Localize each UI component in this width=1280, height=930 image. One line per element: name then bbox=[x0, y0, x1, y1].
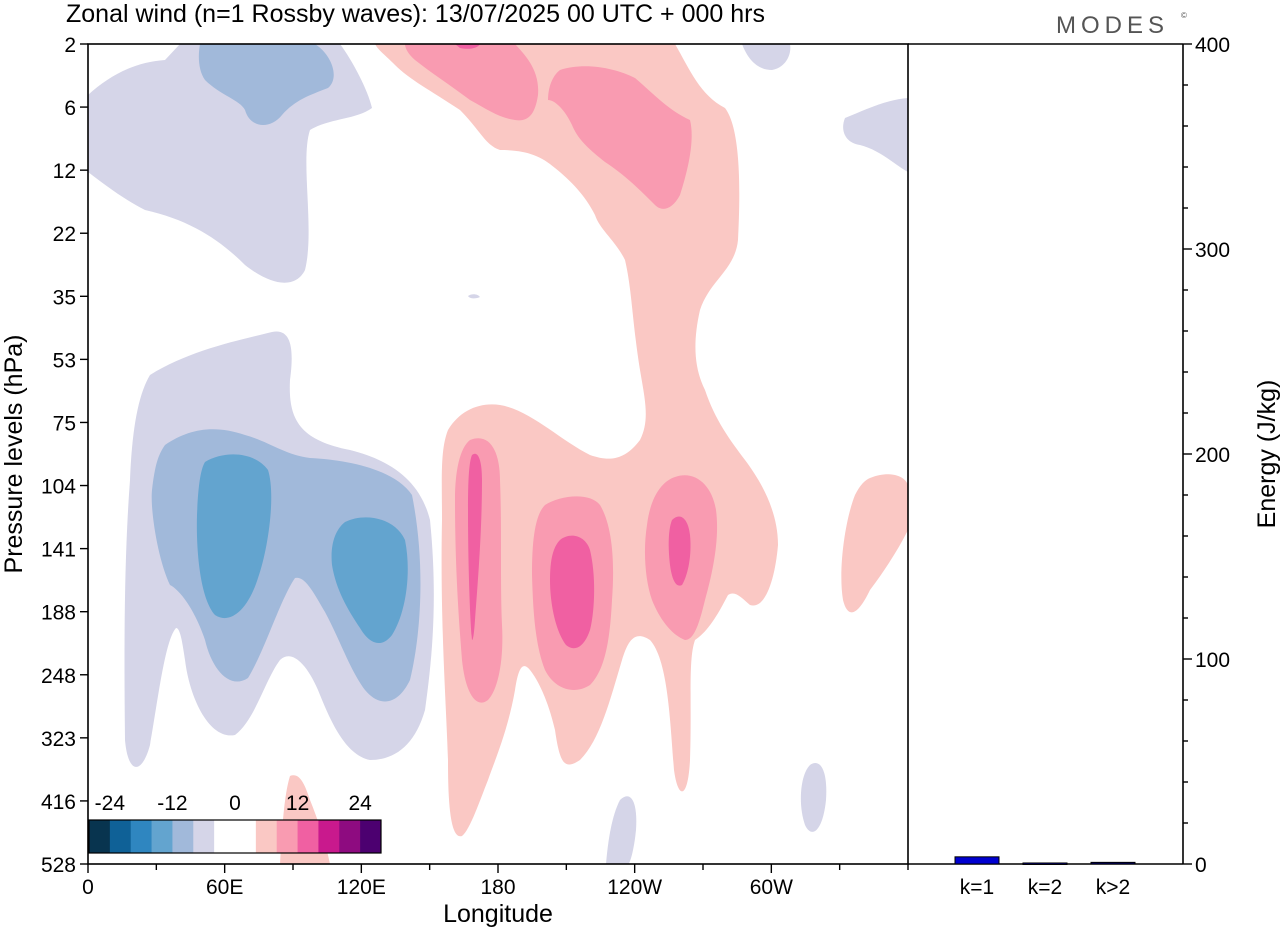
colorbar-cell bbox=[89, 820, 111, 853]
colorbar-cell bbox=[339, 820, 361, 853]
contour-pos-mid-1 bbox=[455, 438, 503, 703]
energy-tick-label: 200 bbox=[1195, 444, 1230, 467]
contour-neg-upper-right bbox=[843, 98, 908, 172]
contour-pos-top-core bbox=[455, 44, 480, 49]
colorbar-label: 24 bbox=[348, 792, 372, 815]
colorbar-cell bbox=[151, 820, 173, 853]
colorbar-cell bbox=[109, 820, 132, 853]
pressure-tick-label: 141 bbox=[41, 539, 76, 562]
contour-pos-core-1 bbox=[468, 453, 482, 640]
colorbar-cells bbox=[89, 820, 382, 853]
energy-tick-label: 300 bbox=[1195, 239, 1230, 262]
energy-tick-label: 400 bbox=[1195, 34, 1230, 57]
colorbar-label: -12 bbox=[157, 792, 187, 815]
energy-bar-label: k=2 bbox=[1028, 876, 1062, 899]
energy-tick-label: 100 bbox=[1195, 649, 1230, 672]
energy-tick-label: 0 bbox=[1195, 854, 1207, 877]
longitude-tick-label: 120W bbox=[607, 876, 662, 899]
pressure-tick-label: 12 bbox=[53, 160, 76, 183]
energy-bar bbox=[954, 856, 1000, 865]
pressure-tick-label: 248 bbox=[41, 665, 76, 688]
colorbar-cell bbox=[318, 820, 340, 853]
longitude-tick-label: 60W bbox=[750, 876, 793, 899]
longitude-axis: 0 60E 120E 180 120W 60W bbox=[82, 864, 909, 899]
colorbar-cell bbox=[235, 820, 257, 853]
contour-pos-upper-mid-2 bbox=[548, 66, 692, 209]
contour-neg-small-2 bbox=[606, 796, 637, 864]
contour-field bbox=[88, 44, 908, 864]
contour-neg-lower-core-west bbox=[196, 454, 272, 619]
contour-neg-top-small bbox=[742, 44, 791, 70]
pressure-tick-label: 528 bbox=[41, 854, 76, 877]
colorbar: -24 -12 0 12 24 bbox=[88, 792, 382, 854]
energy-bars: k=1 k=2 k>2 bbox=[954, 856, 1136, 899]
pressure-tick-label: 35 bbox=[53, 286, 76, 309]
colorbar-label: 12 bbox=[286, 792, 309, 815]
colorbar-cell bbox=[172, 820, 194, 853]
longitude-tick-label: 0 bbox=[82, 876, 94, 899]
colorbar-cell bbox=[130, 820, 152, 853]
chart-title: Zonal wind (n=1 Rossby waves): 13/07/202… bbox=[66, 0, 765, 28]
modes-logo-text: MODES bbox=[1056, 12, 1169, 39]
pressure-tick-label: 104 bbox=[41, 476, 76, 499]
energy-axis: 0 100 200 300 400 bbox=[1183, 34, 1230, 877]
colorbar-label: 0 bbox=[229, 792, 241, 815]
pressure-tick-label: 6 bbox=[64, 97, 76, 120]
colorbar-frame bbox=[88, 819, 382, 854]
pressure-tick-label: 2 bbox=[64, 34, 76, 57]
contour-pos-upper-mid-1 bbox=[405, 44, 539, 121]
energy-axis-label: Energy (J/kg) bbox=[1253, 380, 1280, 529]
pressure-tick-label: 75 bbox=[53, 412, 76, 435]
copyright-mark: © bbox=[1181, 11, 1187, 20]
contour-pos-core-2 bbox=[550, 535, 595, 649]
pressure-tick-label: 188 bbox=[41, 602, 76, 625]
colorbar-label: -24 bbox=[95, 792, 126, 815]
pressure-tick-label: 53 bbox=[53, 349, 76, 372]
colorbar-cell bbox=[214, 820, 236, 853]
contour-neg-lower-core-east bbox=[331, 517, 408, 644]
pressure-tick-label: 22 bbox=[53, 223, 76, 246]
colorbar-cell bbox=[360, 820, 382, 853]
contour-pos-outer bbox=[375, 44, 778, 837]
colorbar-labels: -24 -12 0 12 24 bbox=[95, 792, 372, 815]
longitude-tick-label: 60E bbox=[206, 876, 243, 899]
energy-bar bbox=[1090, 861, 1136, 865]
contour-pos-east-edge bbox=[841, 474, 908, 613]
energy-bar bbox=[1022, 862, 1068, 865]
pressure-tick-label: 323 bbox=[41, 728, 76, 751]
pressure-axis: 2 6 12 22 35 53 75 104 141 188 248 323 416 528 bbox=[41, 34, 88, 877]
colorbar-cell bbox=[193, 820, 215, 853]
longitude-tick-label: 120E bbox=[337, 876, 386, 899]
colorbar-cell bbox=[276, 820, 298, 853]
energy-bar-label: k=1 bbox=[960, 876, 994, 899]
colorbar-cell bbox=[255, 820, 278, 853]
colorbar-cell bbox=[297, 820, 319, 853]
energy-bar-label: k>2 bbox=[1096, 876, 1130, 899]
modes-logo: MODES © bbox=[1056, 11, 1187, 39]
contour-neg-upper-outer bbox=[88, 44, 372, 283]
contour-neg-tiny bbox=[468, 294, 480, 299]
pressure-axis-label: Pressure levels (hPa) bbox=[0, 335, 28, 574]
longitude-tick-label: 180 bbox=[480, 876, 515, 899]
contour-neg-small-1 bbox=[800, 763, 827, 832]
contour-neg-upper-inner bbox=[198, 44, 334, 126]
pressure-tick-label: 416 bbox=[41, 791, 76, 814]
longitude-axis-label: Longitude bbox=[443, 900, 553, 928]
contour-pos-core-3 bbox=[668, 516, 691, 586]
